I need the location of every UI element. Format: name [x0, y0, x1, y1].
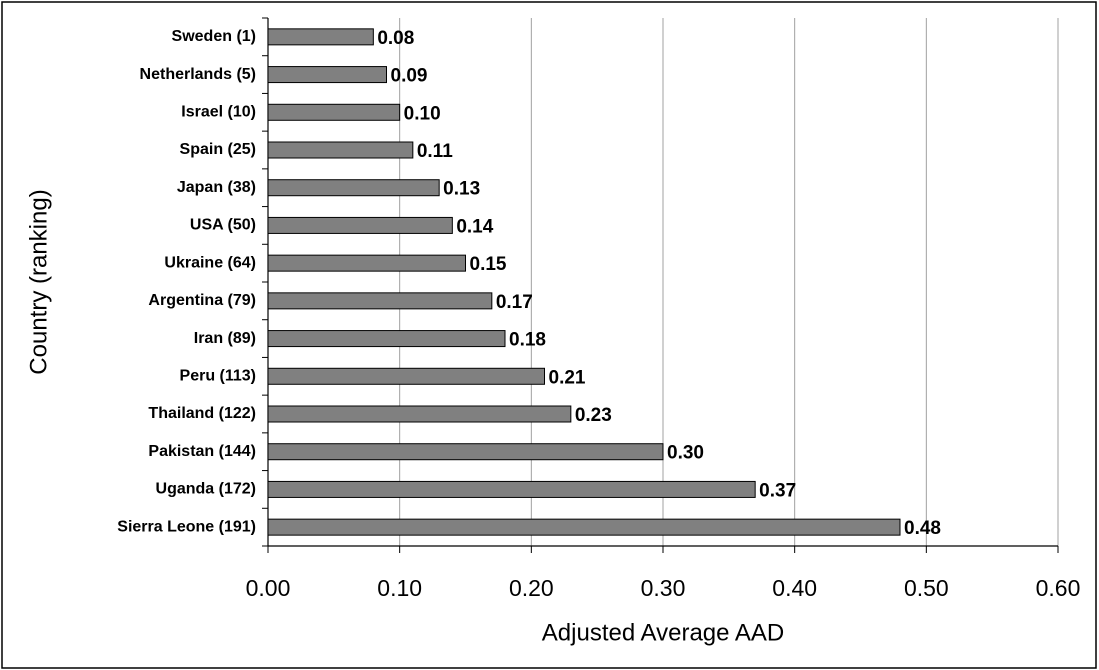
- y-tick-label: Argentina (79): [148, 292, 256, 309]
- x-tick-label: 0.50: [904, 575, 949, 601]
- x-tick-label: 0.40: [772, 575, 817, 601]
- y-tick-label: Israel (10): [181, 104, 256, 121]
- value-label: 0.08: [377, 28, 414, 49]
- value-label: 0.17: [496, 292, 533, 313]
- y-tick-label: Ukraine (64): [164, 254, 256, 271]
- value-label: 0.21: [549, 367, 586, 388]
- value-label: 0.37: [759, 480, 796, 501]
- y-tick-label: USA (50): [190, 217, 256, 234]
- bar: [267, 518, 901, 536]
- value-label: 0.09: [391, 66, 428, 87]
- y-tick-label: Peru (113): [180, 368, 256, 385]
- y-tick-label: Sweden (1): [172, 28, 256, 45]
- y-tick-label: Iran (89): [194, 330, 256, 347]
- value-label: 0.11: [417, 141, 453, 162]
- y-tick-label: Sierra Leone (191): [117, 518, 256, 535]
- x-tick-label: 0.60: [1036, 575, 1081, 601]
- bar: [267, 367, 545, 385]
- bar: [267, 216, 453, 234]
- bar: [267, 28, 374, 46]
- x-tick-label: 0.00: [246, 575, 291, 601]
- bar: [267, 179, 440, 197]
- y-axis-label: Country (ranking): [25, 189, 52, 374]
- bar: [267, 141, 414, 159]
- value-label: 0.23: [575, 405, 612, 426]
- x-tick-label: 0.10: [377, 575, 422, 601]
- y-tick-label: Spain (25): [180, 141, 256, 158]
- y-tick-label: Pakistan (144): [148, 443, 256, 460]
- bar: [267, 480, 756, 498]
- bar: [267, 103, 401, 121]
- value-label: 0.14: [456, 216, 493, 237]
- y-tick-label: Netherlands (5): [140, 66, 256, 83]
- value-label: 0.48: [904, 518, 941, 539]
- y-tick-label: Uganda (172): [156, 481, 256, 498]
- bar: [267, 443, 664, 461]
- value-label: 0.15: [470, 254, 507, 275]
- value-label: 0.10: [404, 103, 441, 124]
- bar: [267, 66, 387, 84]
- value-label: 0.13: [443, 179, 480, 200]
- value-label: 0.30: [667, 443, 704, 464]
- x-tick-label: 0.20: [509, 575, 554, 601]
- x-axis-label: Adjusted Average AAD: [542, 619, 784, 646]
- y-tick-label: Japan (38): [177, 179, 256, 196]
- y-tick-label: Thailand (122): [148, 405, 256, 422]
- bar: [267, 292, 493, 310]
- bar: [267, 405, 572, 423]
- x-tick-label: 0.30: [641, 575, 686, 601]
- value-label: 0.18: [509, 330, 546, 351]
- bar: [267, 330, 506, 348]
- bar: [267, 254, 466, 272]
